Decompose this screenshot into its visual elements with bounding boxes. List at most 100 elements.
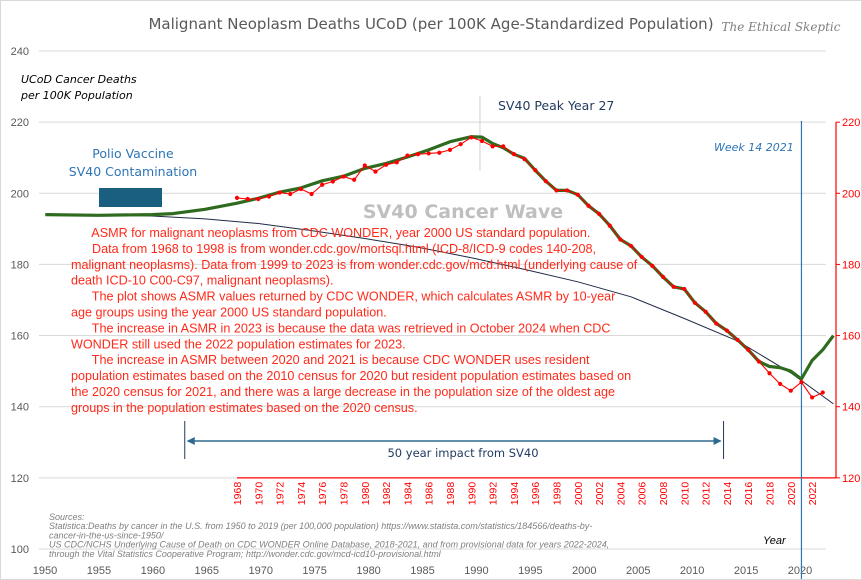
x-tick-label: 1950 [33,565,57,577]
secondary-x-tick-label: 2022 [807,482,819,506]
asmr-point [447,147,453,152]
secondary-x-tick-label: 1978 [339,482,351,506]
x-tick-label: 1965 [195,565,219,577]
x-tick-label: 1990 [464,565,488,577]
asmr-point [618,237,623,242]
asmr-point [469,135,474,140]
asmr-point [660,274,666,279]
asmr-point [767,371,772,376]
x-tick-label: 1975 [302,565,326,577]
secondary-x-tick-label: 1982 [381,482,393,506]
asmr-point [234,195,240,201]
secondary-x-tick-label: 1970 [253,482,265,506]
secondary-y-tick-label: 200 [842,188,860,200]
y-axis-label-line2: per 100K Population [20,89,133,102]
secondary-x-tick-label: 2012 [701,482,713,506]
secondary-x-tick-label: 2020 [786,482,798,506]
asmr-point [586,203,591,208]
asmr-point [703,309,708,314]
secondary-x-tick-label: 1992 [488,482,500,506]
impact-label: 50 year impact from SV40 [387,446,538,460]
x-tick-label: 1955 [87,565,111,577]
asmr-point [490,144,495,149]
secondary-x-tick-label: 1972 [275,482,287,506]
source-line: US CDC/NCHS Underlying Cause of Death on… [49,540,609,550]
note-line: The increase in ASMR between 2020 and 20… [71,353,590,367]
asmr-point [330,179,335,184]
asmr-point [628,243,634,249]
secondary-x-tick-label: 2016 [743,482,755,506]
secondary-x-tick-label: 1988 [445,482,457,506]
secondary-y-tick-label: 140 [842,402,860,414]
asmr-point [266,194,272,199]
asmr-point [810,395,815,400]
note-line: ASMR for malignant neoplasms from CDC WO… [71,226,590,240]
asmr-point [650,263,655,268]
asmr-point [692,300,698,305]
x-tick-label: 2010 [680,565,704,577]
y-tick-label: 240 [11,46,29,58]
peak-label: SV40 Peak Year 27 [498,98,614,113]
note-line: groups in the population estimates based… [71,401,418,415]
x-tick-label: 1980 [356,565,380,577]
y-tick-label: 100 [11,544,29,556]
note-line: age groups using the year 2000 US standa… [71,306,387,320]
asmr-point [501,144,506,149]
x-tick-label: 2000 [572,565,596,577]
x-tick-label: 2015 [734,565,758,577]
x-tick-label: 1995 [518,565,542,577]
asmr-point [373,169,378,174]
asmr-point [309,191,314,197]
asmr-point [437,150,442,155]
secondary-x-tick-label: 2014 [722,482,734,506]
y-tick-label: 220 [11,117,29,129]
trend-curve [45,214,834,405]
asmr-point [277,190,282,195]
note-line: the 2020 census for 2021, and there was … [71,385,615,399]
asmr-point [597,211,602,217]
secondary-x-tick-label: 1990 [466,482,478,506]
asmr-point [682,286,687,292]
secondary-x-tick-label: 1968 [232,482,244,506]
x-tick-label: 2020 [788,565,812,577]
asmr-point [352,177,357,182]
note-line: The increase in ASMR in 2023 is because … [71,321,611,335]
asmr-point [714,321,719,326]
week-label: Week 14 2021 [714,141,794,154]
asmr-point [778,381,783,387]
secondary-x-tick-label: 2000 [573,482,585,506]
secondary-x-tick-label: 1980 [360,482,372,506]
asmr-point [554,188,559,193]
asmr-point [394,160,399,165]
wave-label: SV40 Cancer Wave [363,201,563,223]
asmr-point [799,380,804,385]
asmr-point [320,182,325,187]
asmr-point [426,151,431,156]
secondary-x-tick-label: 1986 [424,482,436,506]
asmr-point [607,223,612,228]
asmr-point [820,390,825,395]
asmr-point [298,186,303,192]
asmr-point [511,152,516,157]
x-tick-label: 1985 [410,565,434,577]
x-tick-label: 1960 [141,565,165,577]
asmr-point [384,162,389,167]
x-axis-label: Year [763,535,787,547]
asmr-point [479,138,485,144]
polio-label-line2: SV40 Contamination [69,164,197,179]
asmr-point [405,153,410,158]
note-line: malignant neoplasms). Data from 1999 to … [71,258,638,272]
asmr-point [575,192,580,197]
asmr-point [543,179,548,184]
secondary-x-tick-label: 2010 [679,482,691,506]
asmr-point [724,328,730,333]
y-tick-label: 200 [11,188,29,200]
asmr-point [639,254,644,260]
asmr-point [756,359,761,364]
asmr-point [288,191,293,197]
asmr-point [415,152,421,157]
secondary-x-tick-label: 1998 [552,482,564,506]
asmr-point [746,347,751,352]
